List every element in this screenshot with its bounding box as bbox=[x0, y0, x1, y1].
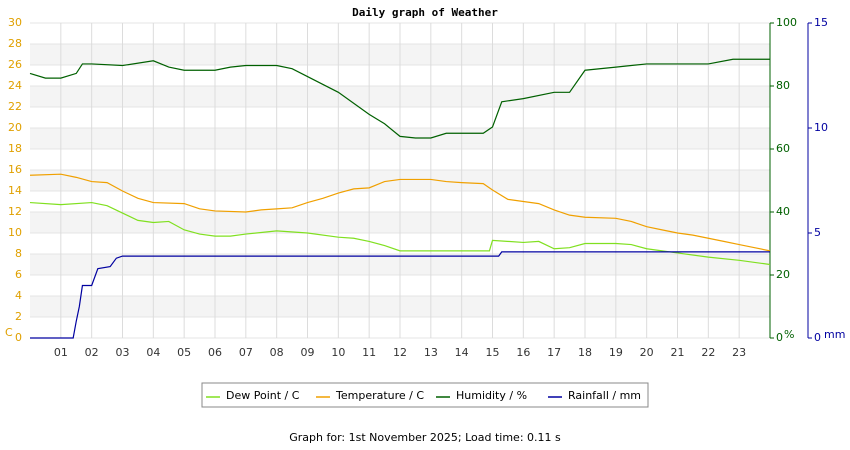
y2-axis-label: % bbox=[784, 328, 794, 341]
x-tick-label: 08 bbox=[270, 346, 284, 359]
y2-tick-label: 40 bbox=[776, 205, 790, 218]
y-tick-label: 16 bbox=[8, 163, 22, 176]
y-tick-label: 2 bbox=[15, 310, 22, 323]
y-tick-label: 26 bbox=[8, 58, 22, 71]
y-tick-label: 30 bbox=[8, 16, 22, 29]
legend-label: Temperature / C bbox=[335, 389, 424, 402]
y-tick-label: 24 bbox=[8, 79, 22, 92]
x-tick-label: 19 bbox=[609, 346, 623, 359]
y3-tick-label: 15 bbox=[814, 16, 828, 29]
chart-title: Daily graph of Weather bbox=[352, 6, 498, 19]
y3-tick-label: 10 bbox=[814, 121, 828, 134]
y-tick-label: 18 bbox=[8, 142, 22, 155]
x-tick-label: 22 bbox=[701, 346, 715, 359]
series-line bbox=[29, 201, 771, 266]
x-tick-label: 16 bbox=[516, 346, 530, 359]
x-tick-label: 07 bbox=[239, 346, 253, 359]
y2-tick-label: 20 bbox=[776, 268, 790, 281]
x-tick-label: 12 bbox=[393, 346, 407, 359]
y-tick-label: 4 bbox=[15, 289, 22, 302]
x-tick-label: 18 bbox=[578, 346, 592, 359]
x-tick-label: 11 bbox=[362, 346, 376, 359]
y-tick-label: 12 bbox=[8, 205, 22, 218]
legend-label: Humidity / % bbox=[456, 389, 527, 402]
y3-tick-label: 0 bbox=[814, 331, 821, 344]
y-tick-label: 0 bbox=[15, 331, 22, 344]
y-tick-label: 20 bbox=[8, 121, 22, 134]
x-tick-label: 09 bbox=[301, 346, 315, 359]
y-tick-label: 14 bbox=[8, 184, 22, 197]
x-tick-label: 15 bbox=[486, 346, 500, 359]
y-tick-label: 8 bbox=[15, 247, 22, 260]
x-tick-label: 20 bbox=[640, 346, 654, 359]
x-tick-label: 21 bbox=[671, 346, 685, 359]
y-tick-label: 6 bbox=[15, 268, 22, 281]
x-tick-label: 04 bbox=[146, 346, 160, 359]
x-tick-label: 23 bbox=[732, 346, 746, 359]
x-tick-label: 17 bbox=[547, 346, 561, 359]
legend-label: Dew Point / C bbox=[226, 389, 300, 402]
y3-tick-label: 5 bbox=[814, 226, 821, 239]
legend-label: Rainfall / mm bbox=[568, 389, 641, 402]
x-tick-label: 01 bbox=[54, 346, 68, 359]
y3-axis-label: mm bbox=[824, 328, 845, 341]
y-tick-label: 28 bbox=[8, 37, 22, 50]
footer: Graph for: 1st November 2025; Load time:… bbox=[289, 431, 561, 444]
legend-box bbox=[201, 382, 649, 408]
x-tick-label: 13 bbox=[424, 346, 438, 359]
x-tick-label: 03 bbox=[116, 346, 130, 359]
y-tick-label: 22 bbox=[8, 100, 22, 113]
x-tick-label: 10 bbox=[331, 346, 345, 359]
x-tick-label: 02 bbox=[85, 346, 99, 359]
y-tick-label: 10 bbox=[8, 226, 22, 239]
y2-tick-label: 100 bbox=[776, 16, 797, 29]
y2-tick-label: 80 bbox=[776, 79, 790, 92]
x-tick-label: 05 bbox=[177, 346, 191, 359]
series-line bbox=[29, 173, 771, 252]
y2-tick-label: 0 bbox=[776, 331, 783, 344]
y2-tick-label: 60 bbox=[776, 142, 790, 155]
series-line bbox=[30, 251, 770, 339]
x-tick-label: 14 bbox=[455, 346, 469, 359]
x-tick-label: 06 bbox=[208, 346, 222, 359]
series-line bbox=[29, 58, 770, 139]
y-axis-label: C bbox=[5, 326, 13, 339]
